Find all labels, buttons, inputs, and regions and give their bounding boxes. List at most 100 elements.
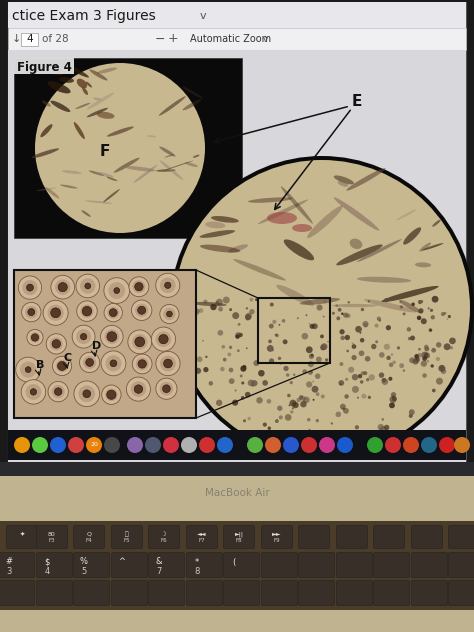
Circle shape: [302, 369, 307, 374]
Circle shape: [246, 317, 249, 320]
FancyBboxPatch shape: [374, 525, 404, 549]
Circle shape: [325, 358, 328, 362]
Ellipse shape: [87, 92, 114, 109]
Circle shape: [290, 399, 296, 406]
Circle shape: [450, 346, 453, 349]
Circle shape: [436, 378, 443, 385]
Circle shape: [382, 378, 386, 382]
Circle shape: [324, 301, 326, 303]
Ellipse shape: [53, 66, 72, 75]
Ellipse shape: [334, 197, 379, 231]
Circle shape: [107, 390, 116, 399]
Circle shape: [46, 334, 66, 354]
Circle shape: [210, 304, 217, 310]
Text: Automatic Zoom: Automatic Zoom: [190, 34, 271, 44]
Circle shape: [131, 300, 152, 320]
Circle shape: [243, 365, 246, 369]
Circle shape: [320, 334, 324, 338]
Circle shape: [432, 389, 436, 392]
Circle shape: [30, 332, 40, 343]
Bar: [14, 270, 196, 418]
Ellipse shape: [82, 210, 91, 217]
Circle shape: [270, 303, 274, 307]
Circle shape: [360, 338, 365, 343]
Circle shape: [409, 358, 415, 363]
Circle shape: [25, 367, 31, 372]
Circle shape: [195, 368, 201, 374]
FancyBboxPatch shape: [224, 581, 259, 605]
Circle shape: [132, 354, 152, 374]
Circle shape: [391, 353, 393, 356]
Circle shape: [245, 314, 251, 320]
Circle shape: [104, 303, 122, 322]
Circle shape: [235, 389, 237, 391]
Circle shape: [203, 300, 208, 304]
Ellipse shape: [75, 103, 91, 109]
Circle shape: [312, 324, 318, 329]
Circle shape: [232, 399, 238, 406]
Circle shape: [403, 369, 405, 372]
Text: of 28: of 28: [42, 34, 69, 44]
Ellipse shape: [164, 161, 193, 171]
Circle shape: [247, 417, 251, 420]
Circle shape: [351, 355, 357, 360]
Circle shape: [223, 296, 230, 303]
Circle shape: [199, 308, 203, 313]
FancyBboxPatch shape: [337, 581, 373, 605]
Circle shape: [218, 330, 223, 336]
Circle shape: [30, 389, 36, 395]
Circle shape: [414, 357, 420, 363]
FancyBboxPatch shape: [36, 525, 67, 549]
Ellipse shape: [350, 239, 362, 249]
FancyBboxPatch shape: [262, 525, 292, 549]
Circle shape: [109, 309, 117, 317]
Ellipse shape: [205, 222, 226, 228]
Circle shape: [424, 346, 429, 351]
Circle shape: [391, 392, 396, 398]
Circle shape: [199, 437, 215, 453]
Circle shape: [421, 360, 427, 367]
Circle shape: [400, 305, 403, 308]
Circle shape: [58, 283, 67, 292]
Circle shape: [129, 277, 149, 296]
Bar: [8, 430, 466, 460]
Circle shape: [205, 356, 208, 358]
Circle shape: [432, 296, 438, 303]
Text: v: v: [263, 35, 268, 44]
Circle shape: [245, 392, 251, 398]
Circle shape: [389, 403, 395, 408]
Circle shape: [68, 437, 84, 453]
Circle shape: [399, 301, 402, 303]
Circle shape: [110, 360, 117, 367]
Circle shape: [292, 402, 299, 408]
Circle shape: [249, 309, 255, 314]
Circle shape: [352, 344, 356, 349]
Ellipse shape: [103, 189, 120, 202]
Circle shape: [375, 341, 378, 343]
Text: 🎤: 🎤: [125, 532, 129, 537]
Circle shape: [170, 156, 474, 460]
Ellipse shape: [228, 245, 248, 253]
Circle shape: [388, 377, 392, 381]
Circle shape: [262, 380, 268, 386]
Ellipse shape: [44, 68, 57, 73]
Circle shape: [52, 339, 61, 348]
Circle shape: [238, 333, 243, 337]
Circle shape: [420, 300, 423, 303]
Circle shape: [430, 308, 433, 312]
Circle shape: [57, 362, 66, 370]
Circle shape: [267, 427, 271, 430]
Circle shape: [132, 280, 146, 293]
Circle shape: [86, 437, 102, 453]
Circle shape: [337, 308, 342, 312]
Ellipse shape: [281, 186, 313, 224]
Circle shape: [309, 323, 310, 325]
Circle shape: [448, 315, 451, 318]
Circle shape: [163, 308, 176, 320]
Circle shape: [355, 326, 362, 332]
Circle shape: [275, 419, 279, 423]
Circle shape: [310, 324, 315, 329]
Circle shape: [355, 425, 359, 429]
FancyBboxPatch shape: [262, 552, 298, 578]
Circle shape: [223, 358, 227, 362]
